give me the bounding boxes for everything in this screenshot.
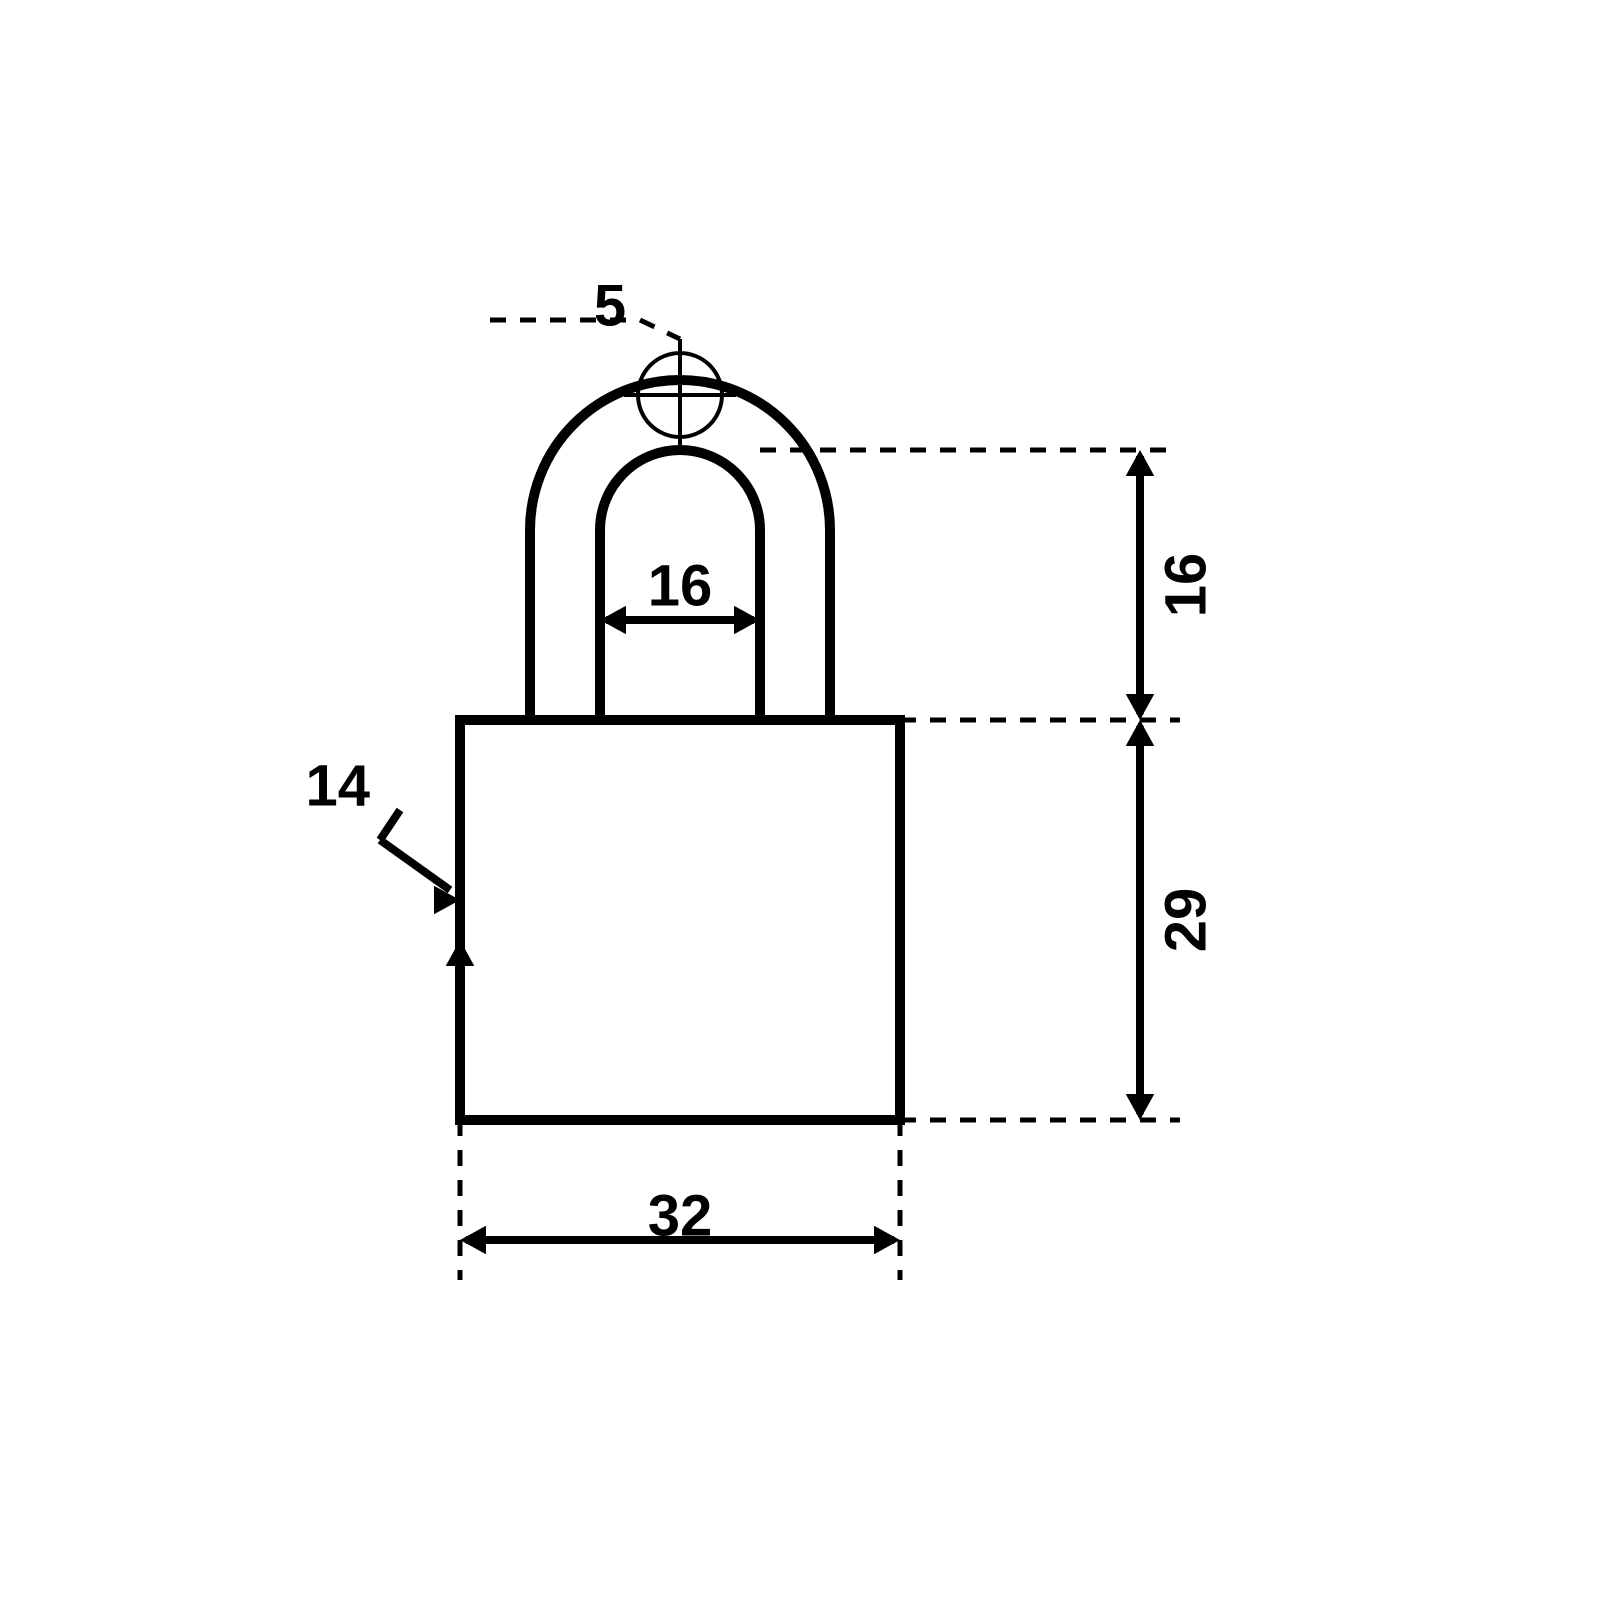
arrowhead-icon xyxy=(1126,720,1155,746)
arrowhead-icon xyxy=(460,1226,486,1255)
padlock-body xyxy=(460,720,900,1120)
arrowhead-icon xyxy=(874,1226,900,1255)
dimension-line xyxy=(380,840,450,890)
dim-body-width: 32 xyxy=(648,1183,713,1248)
dimension-line xyxy=(380,810,400,840)
dim-shackle-clearance: 16 xyxy=(1153,553,1218,618)
dim-body-height: 29 xyxy=(1153,888,1218,953)
dim-shackle-inner-width: 16 xyxy=(648,553,713,618)
dim-body-depth: 14 xyxy=(305,753,370,818)
arrowhead-icon xyxy=(1126,1094,1155,1120)
dim-shackle-diameter: 5 xyxy=(594,273,626,338)
arrowhead-icon xyxy=(1126,450,1155,476)
extension-line xyxy=(640,320,680,339)
arrowhead-icon xyxy=(1126,694,1155,720)
padlock-dimension-diagram: 16 32 16 29 14 5 xyxy=(0,0,1600,1600)
